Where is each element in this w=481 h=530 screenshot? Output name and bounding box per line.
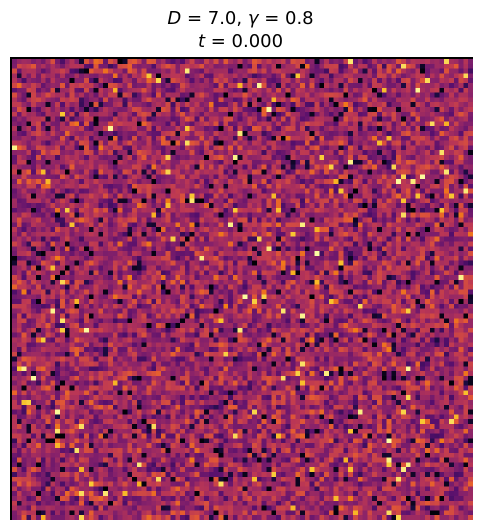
chart-title-line-1: D = 7.0, γ = 0.8 bbox=[167, 8, 314, 29]
chart-title-line-2: t = 0.000 bbox=[197, 31, 284, 52]
math-variable: γ bbox=[247, 8, 259, 29]
heatmap-plot-area bbox=[10, 57, 473, 520]
math-variable: t bbox=[197, 31, 205, 52]
heatmap-cells bbox=[12, 59, 473, 520]
math-variable: D bbox=[167, 8, 182, 29]
